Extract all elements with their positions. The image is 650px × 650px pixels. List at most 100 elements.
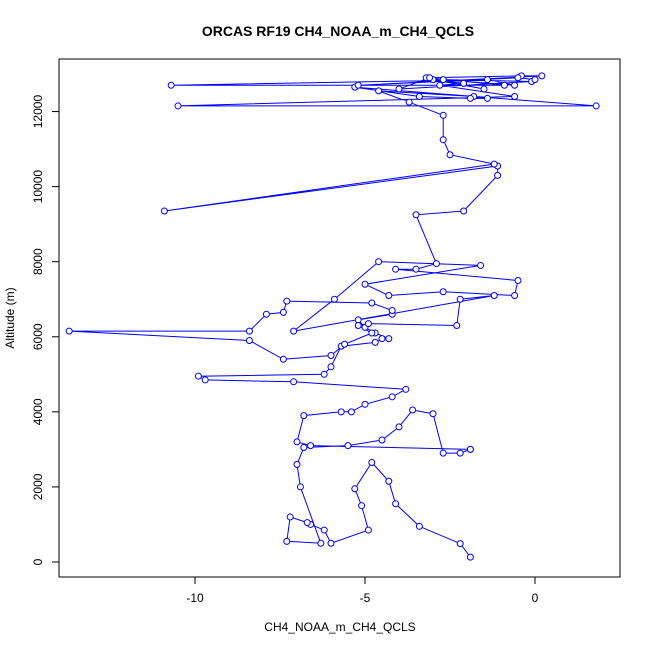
data-point (511, 291, 519, 299)
data-point (592, 102, 600, 110)
data-point (368, 459, 376, 467)
data-point (460, 207, 468, 215)
data-point (364, 320, 372, 328)
data-point (439, 449, 447, 457)
data-point (358, 502, 366, 510)
data-point (341, 340, 349, 348)
data-point (477, 261, 485, 269)
data-point (395, 423, 403, 431)
data-point (415, 93, 423, 101)
data-point (490, 291, 498, 299)
data-point (531, 76, 539, 84)
data-point (194, 372, 202, 380)
data-point (375, 87, 383, 95)
data-point (514, 74, 522, 82)
data-point (426, 74, 434, 82)
data-point (320, 370, 328, 378)
data-point (337, 408, 345, 416)
data-point (344, 442, 352, 450)
data-point (385, 335, 393, 343)
y-tick-label: 6000 (31, 323, 45, 350)
data-point (245, 327, 253, 335)
data-point (429, 410, 437, 418)
y-tick-label: 4000 (31, 398, 45, 425)
data-point (456, 449, 464, 457)
data-point (466, 94, 474, 102)
data-point (300, 412, 308, 420)
data-point (415, 522, 423, 530)
y-tick-label: 10000 (31, 170, 45, 204)
data-point (354, 81, 362, 89)
data-point (368, 299, 376, 307)
data-point (330, 295, 338, 303)
y-tick-label: 2000 (31, 473, 45, 500)
data-point (466, 553, 474, 561)
data-point (354, 322, 362, 330)
y-tick-label: 8000 (31, 248, 45, 275)
data-point (160, 207, 168, 215)
data-point (439, 288, 447, 296)
data-point (460, 79, 468, 87)
data-point (351, 485, 359, 493)
data-point (409, 406, 417, 414)
y-tick-label: 12000 (31, 95, 45, 129)
data-point (446, 151, 454, 159)
data-point (388, 306, 396, 314)
data-point (490, 160, 498, 168)
data-point (385, 291, 393, 299)
y-tick-label: 0 (31, 558, 45, 565)
data-point (500, 81, 508, 89)
data-point (327, 352, 335, 360)
data-point (279, 355, 287, 363)
x-axis-label: CH4_NOAA_m_CH4_QCLS (264, 620, 415, 634)
data-point (293, 438, 301, 446)
data-point (385, 477, 393, 485)
data-point (320, 526, 328, 534)
data-point (371, 338, 379, 346)
data-point (511, 81, 519, 89)
x-tick-label: 0 (532, 591, 539, 605)
data-point (392, 265, 400, 273)
data-point (375, 258, 383, 266)
series-layer (65, 72, 600, 561)
data-point (174, 102, 182, 110)
data-point (279, 308, 287, 316)
data-point (303, 519, 311, 527)
y-axis: 0 2000 4000 6000 8000 10000 12000 (31, 95, 60, 565)
data-point (286, 513, 294, 521)
data-point (494, 171, 502, 179)
data-point (300, 444, 308, 451)
data-point (245, 337, 253, 345)
data-point (395, 85, 403, 93)
data-point (290, 327, 298, 335)
data-point (354, 316, 362, 324)
data-point (378, 335, 386, 343)
data-point (290, 378, 298, 386)
data-point (361, 400, 369, 408)
data-point (293, 460, 301, 468)
data-point (327, 363, 335, 371)
x-tick-label: -5 (360, 591, 371, 605)
data-point (296, 483, 304, 491)
data-point (388, 393, 396, 401)
x-axis: -10 -5 0 (186, 576, 539, 605)
data-point (368, 329, 376, 337)
data-point (262, 310, 270, 318)
data-point (201, 376, 209, 384)
data-point (405, 98, 413, 106)
chart-title: ORCAS RF19 CH4_NOAA_m_CH4_QCLS (202, 23, 474, 39)
data-point (402, 385, 410, 393)
data-point (514, 276, 522, 284)
data-point (432, 260, 440, 268)
data-point (347, 408, 355, 416)
data-point (466, 445, 474, 453)
data-point (436, 81, 444, 89)
data-point (483, 76, 491, 84)
data-point (412, 265, 420, 273)
data-point (378, 436, 386, 444)
data-point (167, 81, 175, 89)
data-point (327, 539, 335, 547)
data-point (361, 280, 369, 288)
data-point (307, 442, 315, 450)
data-point (392, 500, 400, 508)
